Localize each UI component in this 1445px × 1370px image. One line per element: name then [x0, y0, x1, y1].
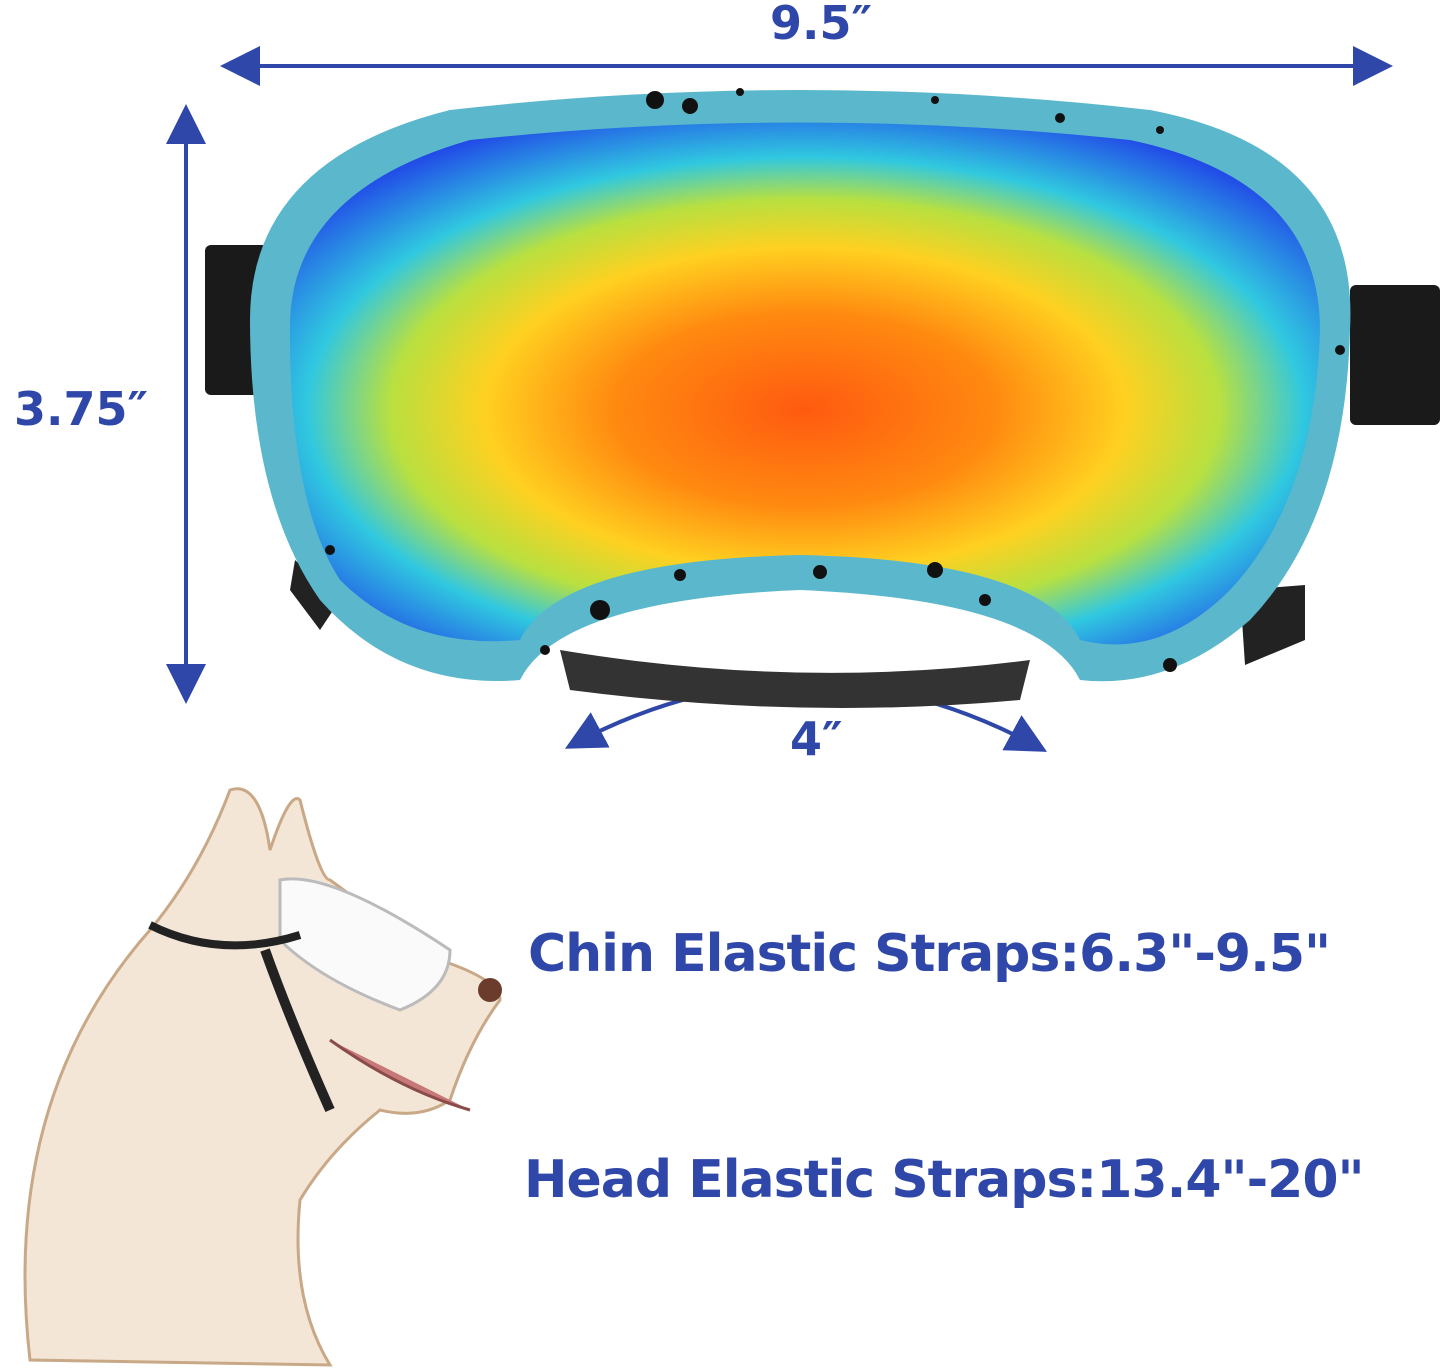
dog-illustration [23, 787, 502, 1367]
goggle-lens [289, 122, 1321, 645]
width-label: 9.5″ [770, 0, 873, 50]
speckle-pattern [325, 88, 1345, 672]
height-label: 3.75″ [14, 382, 149, 436]
head-strap-label: Head Elastic Straps:13.4"-20" [524, 1150, 1365, 1210]
nose-bridge-label: 4″ [790, 712, 843, 766]
chin-strap-label: Chin Elastic Straps:6.3"-9.5" [528, 924, 1331, 984]
